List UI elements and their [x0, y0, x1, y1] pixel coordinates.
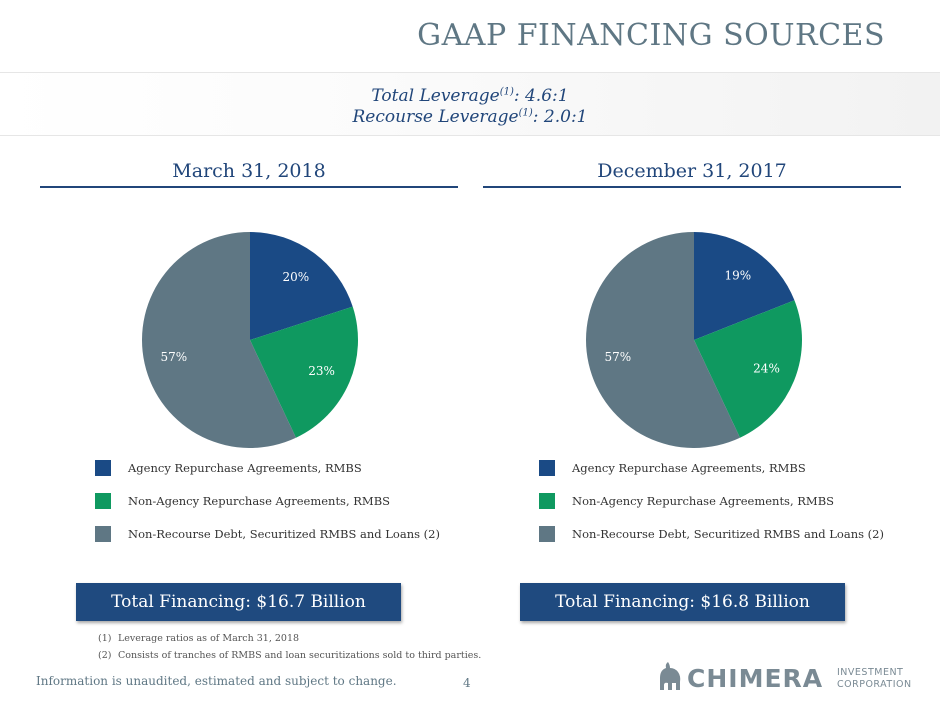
pie-slice-non-recourse [586, 232, 740, 448]
footnote-2-text: Consists of tranches of RMBS and loan se… [118, 650, 482, 661]
legend-swatch-agency [95, 460, 111, 476]
pie-slice-non-agency [694, 300, 802, 438]
legend-swatch-non-recourse [539, 526, 555, 542]
pie-slice-non-recourse [142, 232, 296, 448]
legend-swatch-agency [539, 460, 555, 476]
total-financing-december-2017: Total Financing: $16.8 Billion [520, 583, 845, 621]
page-title: GAAP FINANCING SOURCES [417, 18, 885, 53]
footnote-1: (1) Leverage ratios as of March 31, 2018 [98, 633, 299, 644]
footnote-1-number: (1) [98, 633, 112, 644]
footnote-2-number: (2) [98, 650, 112, 661]
total-leverage-label: Total Leverage [371, 86, 500, 106]
footnote-1-text: Leverage ratios as of March 31, 2018 [118, 633, 300, 644]
legend-label-non-recourse: Non-Recourse Debt, Securitized RMBS and … [128, 527, 440, 541]
total-financing-march-2018: Total Financing: $16.7 Billion [76, 583, 401, 621]
chimera-logo: CHIMERA INVESTMENT CORPORATION [657, 660, 912, 693]
disclaimer: Information is unaudited, estimated and … [36, 674, 397, 688]
pie-slice-agency [250, 232, 353, 340]
pie-slice-non-agency [250, 306, 358, 438]
pie-label-agency: 19% [725, 268, 752, 282]
legend-label-non-agency: Non-Agency Repurchase Agreements, RMBS [128, 494, 391, 508]
legend-swatch-non-agency [539, 493, 555, 509]
total-leverage-footnote-ref: (1) [499, 86, 514, 98]
pie-chart-december-2017: 19% 24% 57% [586, 232, 802, 448]
pie-label-non-agency: 24% [753, 362, 780, 376]
pie-slice-agency [694, 232, 795, 340]
recourse-leverage-footnote-ref: (1) [518, 107, 533, 119]
total-leverage-value: : 4.6:1 [513, 86, 569, 106]
page-number: 4 [463, 676, 471, 690]
total-leverage-line: Total Leverage(1): 4.6:1 [0, 86, 940, 106]
recourse-leverage-line: Recourse Leverage(1): 2.0:1 [0, 107, 940, 127]
pie-label-non-recourse: 57% [605, 350, 632, 364]
chimera-emblem-icon [660, 662, 681, 690]
chart-title-december-2017: December 31, 2017 [597, 160, 787, 182]
pie-label-non-recourse: 57% [161, 350, 188, 364]
legend-swatch-non-agency [95, 493, 111, 509]
pie-label-non-agency: 23% [308, 364, 335, 378]
legend-label-non-recourse: Non-Recourse Debt, Securitized RMBS and … [572, 527, 884, 541]
chart-title-march-2018: March 31, 2018 [172, 160, 326, 182]
leverage-band: Total Leverage(1): 4.6:1 Recourse Levera… [0, 72, 940, 136]
footnote-2: (2) Consists of tranches of RMBS and loan… [98, 650, 481, 661]
column-rule-left [40, 186, 458, 188]
legend-label-agency: Agency Repurchase Agreements, RMBS [572, 461, 806, 475]
legend-swatch-non-recourse [95, 526, 111, 542]
logo-sub-investment: INVESTMENT [837, 667, 904, 678]
legend-label-agency: Agency Repurchase Agreements, RMBS [128, 461, 362, 475]
recourse-leverage-value: : 2.0:1 [532, 107, 588, 127]
pie-chart-march-2018: 20% 23% 57% [142, 232, 358, 448]
logo-wordmark: CHIMERA [687, 664, 824, 693]
pie-label-agency: 20% [283, 270, 310, 284]
column-rule-right [483, 186, 901, 188]
recourse-leverage-label: Recourse Leverage [352, 107, 519, 127]
logo-sub-corporation: CORPORATION [837, 679, 912, 690]
legend-label-non-agency: Non-Agency Repurchase Agreements, RMBS [572, 494, 835, 508]
